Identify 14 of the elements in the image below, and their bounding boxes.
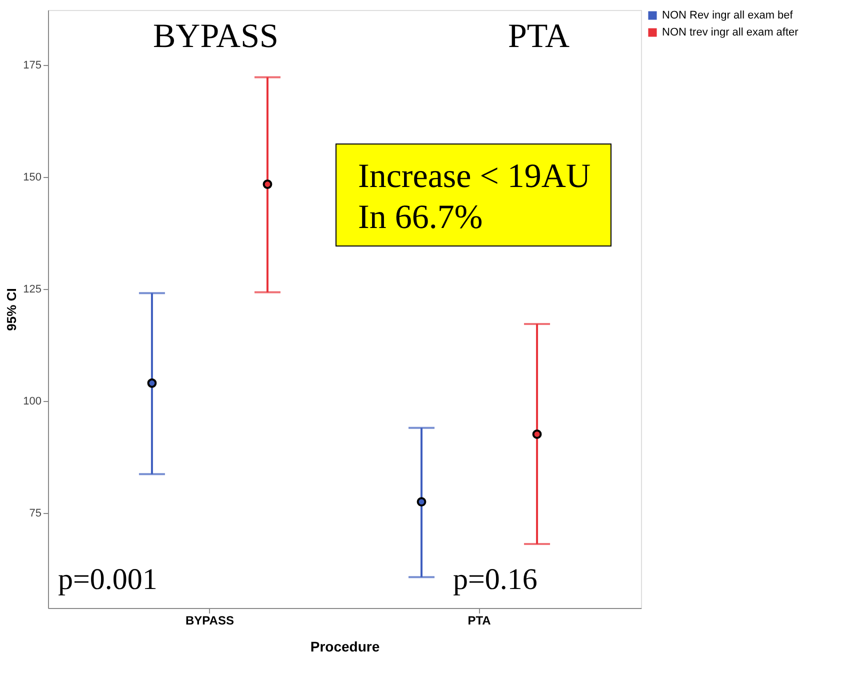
- annotation: p=0.001: [58, 563, 158, 596]
- y-tick-label: 100: [23, 396, 42, 408]
- text: PTA: [468, 614, 492, 628]
- y-tick-label: 125: [23, 284, 42, 296]
- legend-label: NON trev ingr all exam after: [662, 26, 799, 38]
- legend-label: NON Rev ingr all exam bef: [662, 10, 794, 22]
- annotation: Increase < 19AU In 66.7%: [358, 158, 591, 236]
- annotation: p=0.16: [453, 563, 538, 596]
- y-tick-label: 175: [23, 60, 42, 72]
- y-tick-label: 75: [29, 508, 42, 520]
- y-tick-label: 150: [23, 172, 42, 184]
- x-axis-title: Procedure: [310, 638, 380, 654]
- text: BYPASS: [185, 614, 234, 628]
- y-axis-title: 95% CI: [4, 288, 20, 331]
